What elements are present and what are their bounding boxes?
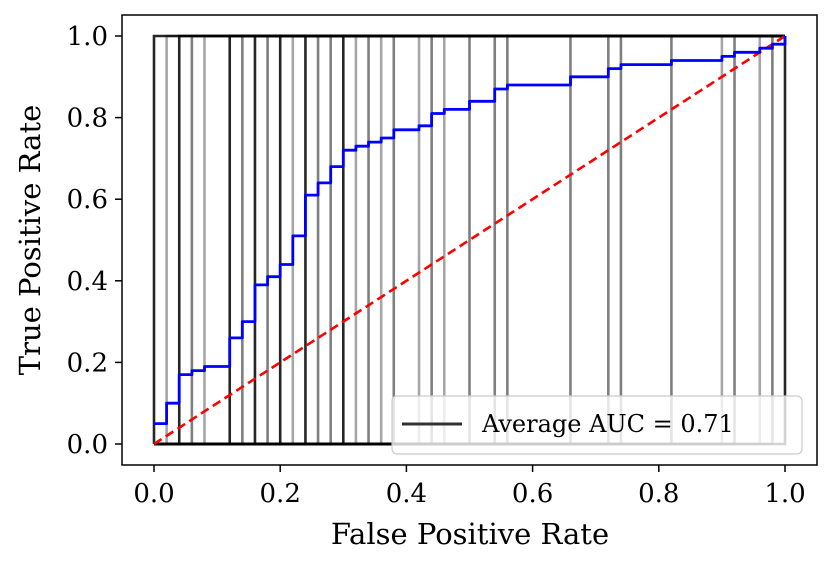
x-ticks: 0.0 0.2 0.4 0.6 0.8 1.0 [133,465,806,509]
y-tick-label: 0.2 [67,348,108,378]
x-tick-label: 0.6 [512,479,553,509]
x-tick-label: 0.2 [260,479,301,509]
x-tick-label: 0.0 [133,479,174,509]
y-axis-label: True Positive Rate [13,105,47,376]
y-tick-label: 0.8 [67,104,108,134]
x-axis-label: False Positive Rate [331,517,609,551]
fold-roc-curves [152,34,787,446]
y-tick-label: 0.6 [67,185,108,215]
mean-roc-group [154,36,787,426]
mean-roc-curve [154,36,787,426]
y-tick-label: 0.0 [67,430,108,460]
plot-frame [121,14,818,466]
x-tick-label: 0.8 [638,479,679,509]
legend: Average AUC = 0.71 [391,395,803,455]
x-tick-label: 1.0 [764,479,805,509]
x-tick-label: 0.4 [386,479,427,509]
legend-entry-label: Average AUC = 0.71 [481,410,734,438]
y-tick-label: 0.4 [67,267,108,297]
y-tick-label: 1.0 [67,22,108,52]
y-ticks: 0.0 0.2 0.4 0.6 0.8 1.0 [67,22,122,460]
legend-box [391,395,803,455]
